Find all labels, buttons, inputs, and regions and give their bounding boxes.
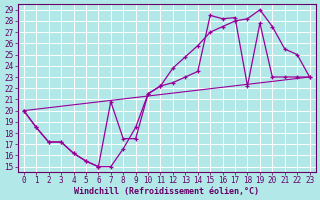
X-axis label: Windchill (Refroidissement éolien,°C): Windchill (Refroidissement éolien,°C) bbox=[74, 187, 259, 196]
